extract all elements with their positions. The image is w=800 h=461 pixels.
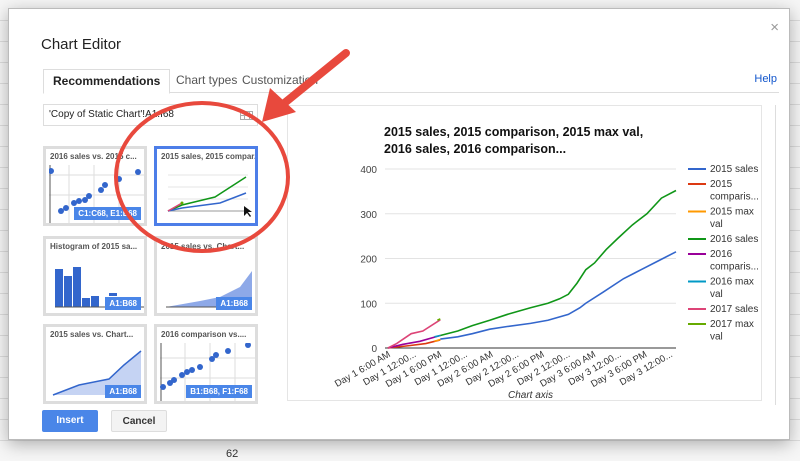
thumbnail-title: 2016 sales vs. 2015 c... [50,152,137,161]
dialog-title: Chart Editor [41,36,122,53]
series-line-2016-comparison [387,334,441,349]
mouse-cursor-icon [244,206,252,217]
series-line-2017-max-val [437,318,441,321]
thumbnail-line-chart-selected[interactable]: 2015 sales, 2015 compar... [154,146,258,226]
legend-label: comparis... [710,192,759,203]
chart-title: 2015 sales, 2015 comparison, 2015 max va… [384,124,643,158]
thumbnail-histogram[interactable]: Histogram of 2015 sa... A1:B68 [43,236,147,316]
area-thumbnail-icon [52,350,142,396]
chart-title-line: 2015 sales, 2015 comparison, 2015 max va… [384,125,644,139]
y-tick-label: 300 [360,210,377,221]
chart-preview: 2015 sales, 2015 comparison, 2015 max va… [287,105,762,401]
legend-label: 2015 sales [710,164,758,175]
legend-label: val [710,289,723,300]
thumbnail-scatter-2016-sales[interactable]: 2016 sales vs. 2015 c... C1:C68, E1:E68 [43,146,147,226]
thumbnail-title: 2015 sales, 2015 compar... [161,152,255,161]
thumbnail-title: 2015 sales vs. Chart... [161,242,245,251]
chart-editor-dialog: Chart Editor × Recommendations Chart typ… [8,8,790,440]
legend-label: 2016 sales [710,234,758,245]
line-thumbnail-icon [167,174,252,217]
y-tick-label: 0 [371,344,377,355]
thumbnail-title: Histogram of 2015 sa... [50,242,138,251]
legend-label: val [710,219,723,230]
help-link[interactable]: Help [754,73,777,85]
tab-chart-types[interactable]: Chart types [176,73,238,87]
cancel-button[interactable]: Cancel [111,410,167,432]
scatter-thumbnail-icon [160,343,255,401]
y-tick-label: 100 [360,299,377,310]
legend-label: 2017 sales [710,304,758,315]
thumbnail-column-chart[interactable]: 2015 sales vs. Chart... A1:B68 [154,236,258,316]
insert-button[interactable]: Insert [42,410,98,432]
series-line-2016-max-val [434,334,441,338]
range-label: A1:B68 [105,297,141,310]
recommendations-list: 2016 sales vs. 2015 c... C1:C68, E1:E68 … [43,126,295,406]
legend-label: 2016 [710,249,733,260]
series-line-2015-comparison [387,339,441,349]
series-line-2015-sales [440,251,677,340]
legend-label: 2016 max [710,277,754,288]
series-line-2017-sales [387,319,441,349]
y-tick-label: 200 [360,255,377,266]
legend-label: val [710,332,723,343]
range-label: A1:B68 [216,297,252,310]
data-range-value: 'Copy of Static Chart'!A1:I68 [49,109,174,120]
cell-value: 62 [226,448,239,460]
series-line-2015-max-val [434,338,441,343]
y-tick-label: 400 [360,165,377,176]
series-line-2016-sales [440,189,677,337]
close-icon[interactable]: × [770,19,779,36]
chart-title-line: 2016 sales, 2016 comparison... [384,142,567,156]
range-label: A1:B68 [105,385,141,398]
tab-customization[interactable]: Customization [242,73,319,87]
thumbnail-area-chart[interactable]: 2015 sales vs. Chart... A1:B68 [43,324,147,404]
legend-label: 2017 max [710,319,754,330]
thumbnail-title: 2016 comparison vs.... [161,330,247,339]
thumbnail-title: 2015 sales vs. Chart... [50,330,134,339]
legend-label: 2015 [710,179,733,190]
thumbnail-scatter-2016-comparison[interactable]: 2016 comparison vs.... B1:B68, F1:F68 [154,324,258,404]
tab-bar: Recommendations Chart types Customizatio… [43,69,779,94]
range-label: B1:B68, F1:F68 [186,385,252,398]
legend-label: comparis... [710,262,759,273]
select-range-grid-icon[interactable] [240,111,253,120]
range-label: C1:C68, E1:E68 [74,207,141,220]
tab-recommendations[interactable]: Recommendations [43,69,171,94]
data-range-input[interactable]: 'Copy of Static Chart'!A1:I68 [43,104,258,126]
scrollbar[interactable] [775,105,776,405]
legend-label: 2015 max [710,207,754,218]
x-axis-title: Chart axis [508,390,553,401]
